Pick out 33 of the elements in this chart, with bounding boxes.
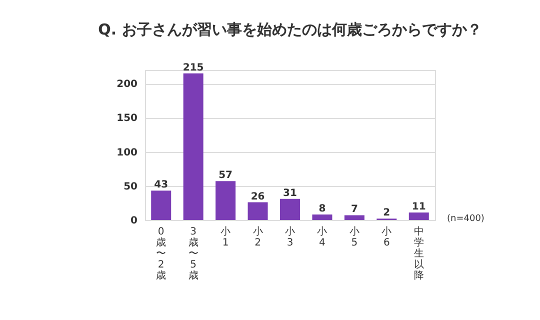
- data-label: 31: [283, 188, 297, 199]
- bar: [408, 212, 429, 220]
- text: (n=400): [447, 214, 484, 224]
- bar: [183, 73, 204, 220]
- data-label: 7: [350, 204, 358, 216]
- x-tick-label: 中学生以降: [414, 226, 424, 282]
- bar: [344, 215, 364, 220]
- y-tick-label: 0: [130, 216, 138, 226]
- bar: [151, 190, 172, 220]
- bar: [312, 214, 332, 220]
- data-label: 215: [182, 62, 204, 74]
- x-tick-label: 3歳〜5歳: [188, 226, 198, 282]
- y-tick-label: 200: [116, 79, 138, 90]
- x-tick-label: 小1: [220, 226, 231, 248]
- bar: [280, 198, 300, 220]
- y-tick-label: 100: [116, 147, 138, 158]
- x-tick-label: 小4: [317, 226, 328, 248]
- x-tick-label: 小3: [285, 226, 295, 248]
- y-tick-label: 50: [124, 181, 138, 192]
- bar: [248, 202, 268, 220]
- x-tick-label: 小2: [252, 226, 263, 248]
- x-tick-label: 0歳〜2歳: [156, 226, 166, 282]
- data-label: 57: [218, 170, 233, 182]
- x-tick-label: 小6: [382, 226, 392, 248]
- data-label: 2: [383, 208, 390, 219]
- y-tick-label: 150: [116, 113, 138, 124]
- x-tick-label: 小5: [349, 226, 360, 248]
- data-label: 43: [154, 180, 168, 191]
- bar: [216, 181, 236, 220]
- data-label: 26: [250, 191, 265, 202]
- data-label: 11: [412, 202, 426, 212]
- chart-title: Q. お子さんが習い事を始めたのは何歳ごろからですか？: [98, 20, 482, 38]
- data-label: 8: [318, 204, 326, 215]
